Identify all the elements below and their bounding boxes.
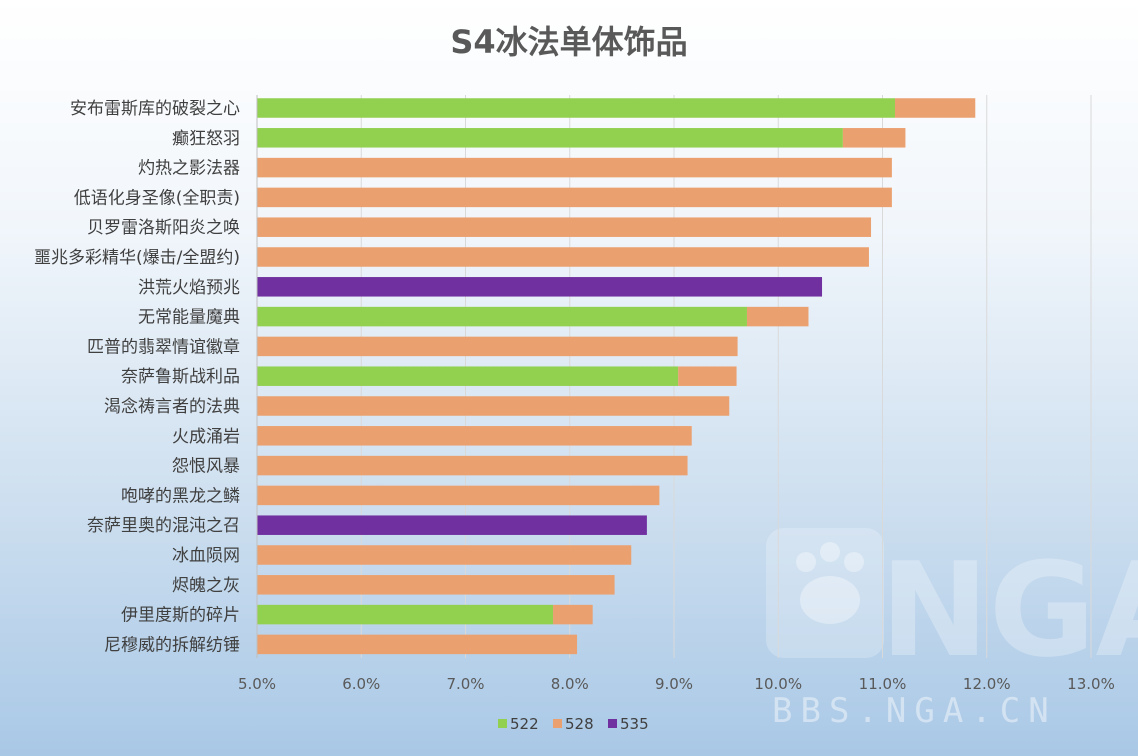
category-label: 匹普的翡翠情谊徽章 <box>87 337 240 357</box>
bar-528 <box>257 247 869 267</box>
nga-watermark-text: NGA <box>880 534 1138 686</box>
bar-528 <box>257 485 660 506</box>
category-label: 烬魄之灰 <box>172 576 240 596</box>
bar-528 <box>746 306 809 327</box>
category-label: 贝罗雷洛斯阳炎之唤 <box>87 218 240 238</box>
bar-522 <box>257 128 843 148</box>
category-label: 冰血陨网 <box>172 546 240 566</box>
legend-label-522: 522 <box>510 715 539 733</box>
category-label: 火成涌岩 <box>172 427 240 447</box>
bar-528 <box>257 336 738 357</box>
category-label: 怨恨风暴 <box>172 457 240 477</box>
x-tick-label: 6.0% <box>342 675 380 693</box>
bar-535 <box>257 515 647 535</box>
legend-swatch-535 <box>608 719 617 728</box>
bar-528 <box>257 575 615 595</box>
category-label: 灼热之影法器 <box>138 159 240 179</box>
category-label: 安布雷斯库的破裂之心 <box>70 99 240 119</box>
category-label: 低语化身圣像(全职责) <box>74 188 240 208</box>
nga-watermark-url: BBS.NGA.CN <box>772 691 1057 731</box>
bar-528 <box>257 426 692 446</box>
nga-bear-paw-logo <box>766 528 884 658</box>
x-tick-label: 9.0% <box>655 675 693 693</box>
x-tick-label: 5.0% <box>238 675 276 693</box>
chart-title: S4冰法单体饰品 <box>450 23 687 61</box>
bars <box>257 98 976 655</box>
bar-522 <box>257 98 896 118</box>
bar-528 <box>257 455 688 476</box>
x-tick-label: 11.0% <box>859 675 907 693</box>
category-label: 咆哮的黑龙之鳞 <box>121 486 240 506</box>
x-tick-label: 7.0% <box>446 675 484 693</box>
bar-528 <box>895 98 976 118</box>
bar-528 <box>257 545 632 565</box>
bar-528 <box>678 366 737 386</box>
x-tick-label: 8.0% <box>551 675 589 693</box>
bar-528 <box>553 604 593 625</box>
x-tick-label: 12.0% <box>963 675 1011 693</box>
bar-522 <box>257 366 679 386</box>
category-label: 癫狂怒羽 <box>172 129 240 149</box>
x-tick-label: 10.0% <box>754 675 802 693</box>
legend-label-535: 535 <box>620 715 649 733</box>
category-label: 奈萨鲁斯战利品 <box>121 367 240 387</box>
x-tick-label: 13.0% <box>1067 675 1115 693</box>
category-label: 噩兆多彩精华(爆击/全盟约) <box>34 248 240 268</box>
bar-528 <box>257 157 892 178</box>
bar-522 <box>257 604 554 625</box>
category-label: 奈萨里奥的混沌之召 <box>87 516 240 536</box>
bar-535 <box>257 277 823 297</box>
category-label: 伊里度斯的碎片 <box>121 606 240 626</box>
category-label: 渴念祷言者的法典 <box>104 396 240 417</box>
bar-528 <box>257 217 872 237</box>
legend: 522 528 535 <box>498 715 649 733</box>
legend-swatch-522 <box>498 719 507 728</box>
bar-522 <box>257 306 747 327</box>
bar-528 <box>257 396 730 416</box>
bar-528 <box>842 128 906 148</box>
bar-528 <box>257 634 578 655</box>
bar-528 <box>257 187 892 208</box>
x-axis-tick-labels: 5.0% 6.0% 7.0% 8.0% 9.0% 10.0% 11.0% 12.0% 13.0% <box>238 675 1115 693</box>
category-label: 尼穆威的拆解纺锤 <box>104 635 240 655</box>
category-label: 洪荒火焰预兆 <box>138 278 240 298</box>
legend-label-528: 528 <box>565 715 594 733</box>
nga-watermark: NGA BBS.NGA.CN <box>766 528 1138 731</box>
category-label: 无常能量魔典 <box>138 308 240 328</box>
legend-swatch-528 <box>553 719 562 728</box>
